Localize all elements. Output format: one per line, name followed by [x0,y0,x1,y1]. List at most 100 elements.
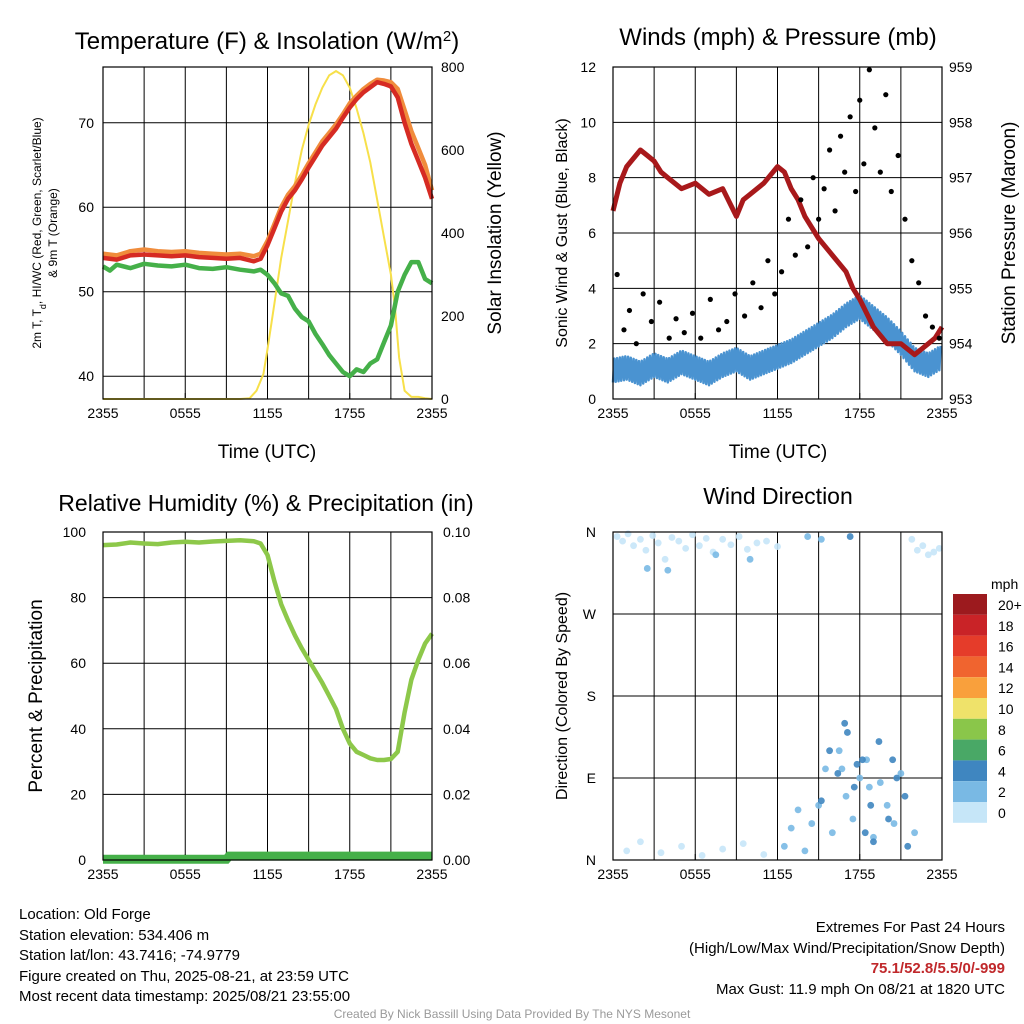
direction-point [808,820,816,827]
direction-point [695,542,703,550]
y-left-tick-label: 6 [588,225,596,241]
gust-point [826,147,833,153]
direction-point [664,566,672,574]
gust-point [750,280,756,286]
legend-swatch [953,656,987,678]
direction-point [867,801,875,809]
direction-point [889,756,897,764]
gust-point [772,291,778,297]
y-left-tick-label: 4 [588,280,596,296]
y-right-tick-label: 0.04 [443,721,470,737]
direction-point [787,824,795,832]
y-left-tick-label: 40 [70,721,86,737]
gust-point [779,269,785,275]
direction-point [853,760,861,768]
gust-point [888,188,894,195]
y-right-tick-label: 954 [949,336,973,352]
direction-point [743,545,751,553]
gust-point [810,175,816,181]
y-right-axis-label: Station Pressure (Maroon) [999,122,1020,345]
direction-point [613,533,621,540]
legend-swatch [953,614,987,636]
x-tick-label: 1155 [762,866,792,882]
gust-point [832,208,838,214]
x-tick-label: 1755 [844,866,875,882]
x-tick-label: 1155 [252,866,282,882]
direction-point [822,765,829,773]
legend-label: 20+ [998,597,1022,613]
y-right-tick-label: 400 [441,225,465,241]
y-right-tick-label: 0.08 [443,590,470,606]
direction-point [870,838,877,846]
gust-point [895,152,901,159]
direction-point [801,847,809,855]
legend-label: 16 [998,639,1014,655]
y-right-tick-label: 800 [441,59,465,75]
y-right-tick-label: 0.00 [443,852,470,868]
direction-point [835,747,843,755]
precip-line [103,851,432,864]
direction-point [698,852,706,859]
legend-label: 0 [998,805,1006,821]
direction-point [643,565,651,572]
recent-text: Most recent data timestamp: 2025/08/21 2… [19,988,351,1005]
direction-point [702,534,710,542]
y-right-tick-label: 600 [441,142,465,158]
y-left-tick-label: S [587,688,596,704]
y-left-tick-label: 0 [78,852,86,868]
humidity-line [102,537,434,763]
gust-point [724,318,730,325]
direction-point [904,842,912,850]
direction-point [619,537,626,545]
legend-swatch [953,781,987,802]
y-left-tick-label: 60 [78,199,94,215]
legend-label: 14 [998,659,1014,675]
direction-point [678,842,685,850]
temperature-plot: 2355 0555 1155 1755 2355 40 50 60 70 0 200 400 600 80… [30,28,506,464]
direction-point [719,535,727,543]
gust-point [633,341,639,347]
gust-point [929,324,936,330]
station-info: Location: Old Forge Station elevation: 5… [19,905,350,1008]
gust-point [842,169,848,175]
direction-point [897,770,905,777]
y-left-tick-label: 2 [588,336,596,352]
legend-swatch [953,677,987,698]
gust-point [742,313,748,319]
gust-point [909,258,915,264]
y-left-tick-label: N [586,524,596,540]
direction-point [876,779,884,786]
x-tick-label: 1755 [844,405,875,421]
direction-point [856,774,864,782]
direction-point [911,829,918,837]
y-left-tick-label: 60 [70,655,86,671]
y-left-tick-label: 20 [70,786,86,802]
gust-point [821,186,827,192]
direction-point [774,543,781,550]
direction-point [763,537,770,545]
direction-point [637,838,644,846]
direction-point [842,792,850,800]
direction-point [875,738,883,745]
x-tick-label: 2355 [416,866,447,882]
plot-border [612,66,943,400]
y-right-tick-label: 0.02 [443,786,470,802]
y-left-tick-label: W [583,606,597,622]
direction-point [735,533,743,540]
gust-point [785,216,792,222]
gust-point [732,291,738,297]
legend-label: 18 [998,618,1014,634]
direction-point [804,533,812,540]
direction-point [859,756,866,764]
sonic-wind-line [611,294,942,387]
chart-title: Relative Humidity (%) & Precipitation (i… [58,490,473,516]
x-axis-label: Time (UTC) [218,442,317,463]
y-left-axis-label: Direction (Colored By Speed) [554,592,571,800]
x-tick-label: 1155 [252,405,282,421]
legend-swatch [953,760,987,782]
y-right-tick-label: 956 [949,225,973,241]
x-tick-label: 1755 [334,866,365,882]
direction-point [630,542,637,550]
gust-point [916,280,922,286]
